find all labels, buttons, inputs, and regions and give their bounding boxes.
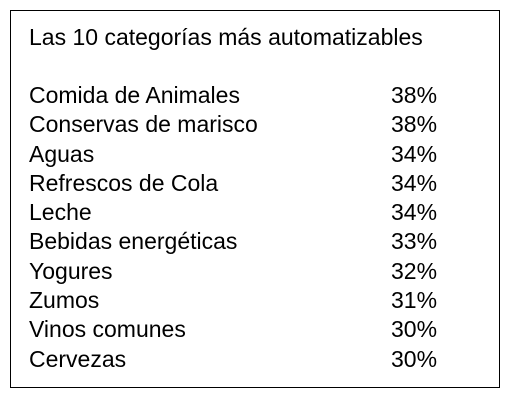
category-percent: 34% [391, 140, 438, 167]
category-row: Zumos 31% [29, 286, 469, 315]
category-row: Cervezas 30% [29, 345, 469, 374]
category-name: Cervezas [29, 345, 127, 372]
category-percent: 30% [391, 316, 438, 343]
category-name: Conservas de marisco [29, 111, 258, 138]
category-name: Bebidas energéticas [29, 228, 238, 255]
category-percent: 38% [391, 111, 438, 138]
category-percent: 33% [391, 228, 438, 255]
category-name: Vinos comunes [29, 316, 186, 343]
category-row: Leche 34% [29, 198, 469, 227]
category-row: Conservas de marisco 38% [29, 110, 469, 139]
panel-title: Las 10 categorías más automatizables [29, 24, 423, 50]
category-name: Zumos [29, 287, 100, 314]
category-percent: 30% [391, 345, 438, 372]
category-row: Yogures 32% [29, 257, 469, 286]
category-percent: 31% [391, 287, 438, 314]
category-row: Refrescos de Cola 34% [29, 169, 469, 198]
category-row: Vinos comunes 30% [29, 315, 469, 344]
category-name: Yogures [29, 257, 113, 284]
category-name: Comida de Animales [29, 82, 240, 108]
category-name: Refrescos de Cola [29, 169, 219, 196]
category-name: Leche [29, 199, 92, 226]
categories-panel: Las 10 categorías más automatizables Com… [10, 10, 500, 388]
category-row: Aguas 34% [29, 140, 469, 169]
category-list: Comida de Animales 38% Conservas de mari… [29, 81, 469, 374]
category-percent: 34% [391, 199, 438, 226]
category-percent: 38% [391, 82, 438, 108]
category-percent: 32% [391, 257, 438, 284]
category-row: Bebidas energéticas 33% [29, 227, 469, 256]
category-name: Aguas [29, 140, 95, 167]
category-percent: 34% [391, 169, 438, 196]
category-row: Comida de Animales 38% [29, 81, 469, 110]
